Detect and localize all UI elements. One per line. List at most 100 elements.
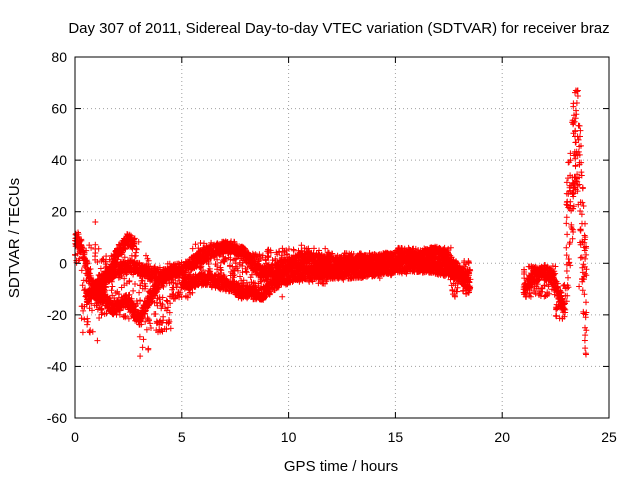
data-point <box>125 315 132 322</box>
data-point <box>221 257 228 264</box>
data-point <box>116 291 123 298</box>
data-point <box>84 260 91 267</box>
data-point <box>178 294 185 300</box>
data-point <box>143 326 150 333</box>
data-point <box>305 245 312 252</box>
data-point <box>140 336 147 343</box>
data-point <box>247 274 254 281</box>
data-point <box>539 288 546 295</box>
data-point <box>235 267 241 274</box>
data-point <box>92 256 99 263</box>
data-point <box>143 252 149 259</box>
data-point <box>267 247 274 254</box>
data-point <box>121 275 128 282</box>
data-point <box>230 267 237 274</box>
data-point <box>112 290 119 296</box>
data-point <box>465 258 472 264</box>
data-point <box>248 255 255 261</box>
data-point <box>192 241 199 248</box>
data-point <box>167 300 174 307</box>
data-point <box>139 344 146 351</box>
data-point <box>86 242 93 249</box>
data-point <box>290 247 297 254</box>
data-point <box>552 312 559 319</box>
data-point <box>142 318 149 325</box>
data-point <box>108 287 115 294</box>
data-point <box>97 265 104 272</box>
data-point <box>145 345 152 352</box>
data-point <box>137 318 143 325</box>
data-point <box>232 260 239 267</box>
data-point <box>253 252 260 259</box>
data-point <box>148 325 154 331</box>
data-point <box>79 282 86 289</box>
data-point <box>137 282 144 289</box>
data-point <box>541 293 548 300</box>
data-point <box>322 280 328 287</box>
data-point <box>165 304 171 311</box>
data-point <box>86 328 93 335</box>
data-point <box>87 327 94 334</box>
data-point <box>153 299 160 306</box>
data-point <box>80 307 87 314</box>
data-point <box>549 263 556 269</box>
data-point <box>96 315 103 321</box>
data-point <box>136 333 143 340</box>
data-point <box>145 257 152 264</box>
data-point <box>84 315 91 322</box>
data-point <box>128 232 135 239</box>
data-point <box>272 255 279 262</box>
data-point <box>556 315 563 322</box>
data-point <box>168 293 175 300</box>
data-point <box>526 290 533 297</box>
data-point <box>135 238 142 245</box>
data-point <box>136 289 143 296</box>
data-point <box>533 283 540 290</box>
data-point <box>118 284 125 291</box>
data-point <box>315 280 322 287</box>
data-point <box>81 316 88 323</box>
data-point <box>131 253 138 260</box>
data-point <box>161 325 168 332</box>
data-point <box>106 256 113 263</box>
data-point <box>184 294 191 301</box>
data-point <box>130 243 137 250</box>
data-point <box>131 236 138 243</box>
data-point <box>132 281 138 287</box>
data-point <box>138 277 145 284</box>
data-point <box>165 320 172 327</box>
data-point <box>448 282 455 289</box>
data-point <box>84 318 91 325</box>
data-point <box>227 262 233 269</box>
data-point <box>348 250 355 257</box>
data-point <box>240 277 247 284</box>
data-point <box>132 303 139 310</box>
data-point <box>177 289 184 296</box>
data-point <box>197 265 204 271</box>
data-point <box>109 283 116 290</box>
data-point <box>230 257 237 264</box>
data-point <box>106 267 113 274</box>
data-point <box>217 259 224 266</box>
data-point <box>243 269 250 276</box>
data-point <box>449 286 456 293</box>
data-point <box>101 311 108 317</box>
data-point <box>280 249 286 256</box>
data-point <box>279 245 286 252</box>
data-point <box>189 245 196 252</box>
data-point <box>216 252 223 259</box>
data-point <box>227 256 234 263</box>
data-point <box>243 268 249 275</box>
data-point <box>131 235 138 242</box>
data-point <box>122 313 129 319</box>
data-point <box>130 287 137 294</box>
data-point <box>263 276 270 283</box>
data-point <box>187 291 194 297</box>
data-point <box>167 325 174 332</box>
data-point <box>84 321 91 328</box>
data-point <box>273 249 280 256</box>
data-point <box>142 283 149 290</box>
data-point <box>237 273 243 280</box>
data-point <box>452 293 458 300</box>
data-point <box>79 245 86 252</box>
